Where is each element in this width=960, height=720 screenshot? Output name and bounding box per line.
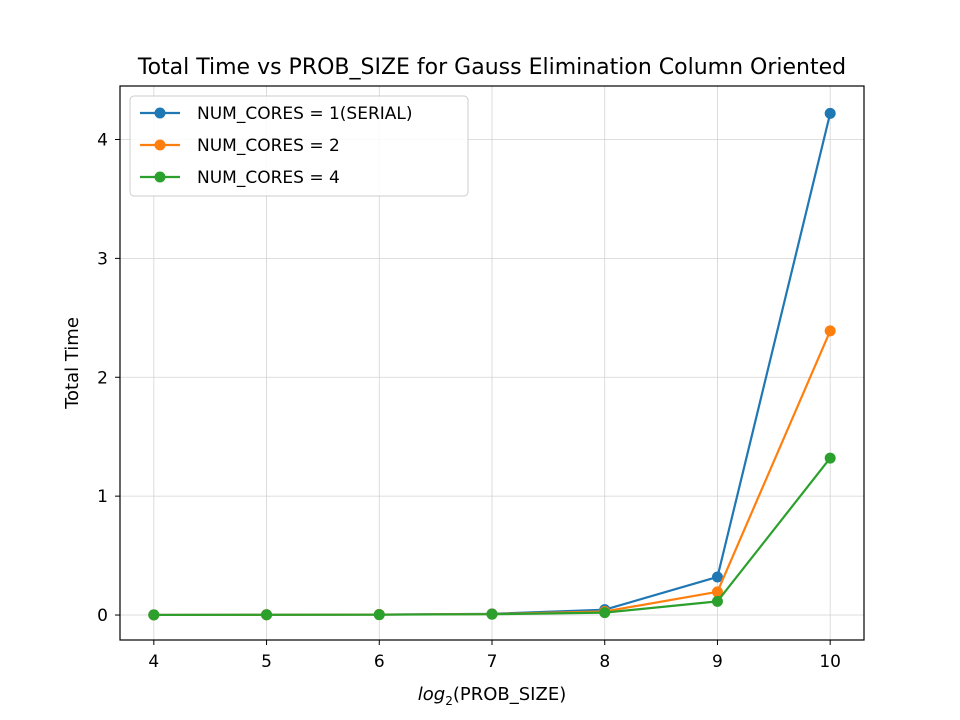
data-point: [261, 609, 273, 621]
legend-marker: [154, 107, 166, 119]
x-tick-label: 7: [487, 652, 498, 672]
x-tick-label: 4: [148, 652, 159, 672]
y-tick-label: 4: [97, 130, 108, 150]
legend-marker: [154, 171, 166, 183]
data-point: [711, 586, 723, 598]
x-axis-label-main: log: [418, 684, 445, 705]
legend-item: NUM_CORES = 2: [140, 136, 340, 156]
series-group: [148, 107, 836, 621]
chart-title: Total Time vs PROB_SIZE for Gauss Elimin…: [137, 55, 846, 80]
y-axis: 0 1 2 3 4: [97, 130, 120, 626]
x-axis: 4 5 6 7 8 9 10: [148, 640, 841, 672]
series-3: [148, 452, 836, 621]
x-axis-label-subscript: 2: [445, 694, 453, 708]
x-tick-label: 8: [599, 652, 610, 672]
data-point: [824, 107, 836, 119]
legend-marker: [154, 139, 166, 151]
data-point: [711, 595, 723, 607]
legend-label: NUM_CORES = 1(SERIAL): [197, 104, 413, 124]
y-tick-label: 1: [97, 487, 108, 507]
data-point: [824, 452, 836, 464]
legend-label: NUM_CORES = 2: [197, 136, 340, 156]
x-axis-label-rest: (PROB_SIZE): [453, 684, 566, 705]
x-tick-label: 5: [261, 652, 272, 672]
legend-box: [129, 95, 469, 197]
y-tick-label: 2: [97, 368, 108, 388]
data-point: [373, 609, 385, 621]
legend-item: NUM_CORES = 4: [140, 168, 340, 188]
data-point: [486, 608, 498, 620]
data-point: [599, 607, 611, 619]
data-point: [824, 325, 836, 337]
legend: NUM_CORES = 1(SERIAL) NUM_CORES = 2 NUM_CO…: [129, 95, 469, 197]
x-tick-label: 9: [712, 652, 723, 672]
data-point: [148, 609, 160, 621]
legend-item: NUM_CORES = 1(SERIAL): [140, 104, 413, 124]
y-tick-label: 0: [97, 606, 108, 626]
data-point: [711, 571, 723, 583]
x-tick-label: 6: [374, 652, 385, 672]
legend-label: NUM_CORES = 4: [197, 168, 340, 188]
y-tick-label: 3: [97, 249, 108, 269]
x-axis-label: log2(PROB_SIZE): [418, 684, 566, 708]
y-axis-label: Total Time: [62, 317, 83, 410]
x-tick-label: 10: [819, 652, 841, 672]
